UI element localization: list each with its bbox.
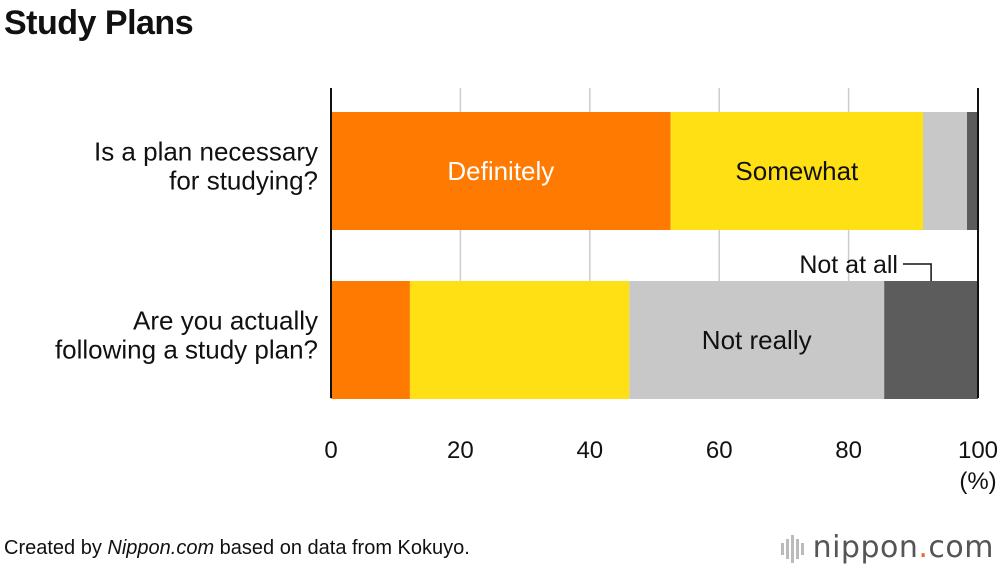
bar-segment — [410, 281, 629, 399]
callout-leader-line — [903, 264, 931, 281]
segment-label: Not really — [702, 325, 812, 355]
x-tick-label: 60 — [706, 437, 733, 464]
bar-segment — [331, 281, 410, 399]
x-tick-label: 80 — [835, 437, 862, 464]
nippon-logo-icon — [781, 535, 807, 563]
x-tick-label: 20 — [447, 437, 474, 464]
segment-label: Definitely — [447, 156, 554, 186]
bar-segment — [923, 112, 967, 230]
x-tick-label: 100 — [958, 437, 998, 464]
x-tick-label: 40 — [576, 437, 603, 464]
callout-label: Not at all — [799, 251, 898, 279]
category-label: Are you actually — [133, 306, 318, 336]
brand-tld: com — [928, 530, 994, 565]
source-note: Created by Nippon.com based on data from… — [4, 537, 470, 560]
source-suffix: based on data from Kokuyo. — [214, 537, 470, 559]
category-label: for studying? — [169, 166, 318, 196]
bar-segment — [884, 281, 978, 399]
bar-segment — [967, 112, 978, 230]
brand-dot: . — [918, 530, 928, 565]
category-label: following a study plan? — [55, 335, 318, 365]
x-unit-label: (%) — [959, 468, 996, 495]
segment-label: Somewhat — [735, 156, 859, 186]
brand-name: nippon — [813, 530, 919, 565]
source-prefix: Created by — [4, 537, 107, 559]
category-label: Is a plan necessary — [94, 137, 318, 167]
source-site: Nippon.com — [107, 537, 214, 559]
nippon-logo: nippon.com — [781, 530, 994, 565]
x-tick-label: 0 — [324, 437, 337, 464]
